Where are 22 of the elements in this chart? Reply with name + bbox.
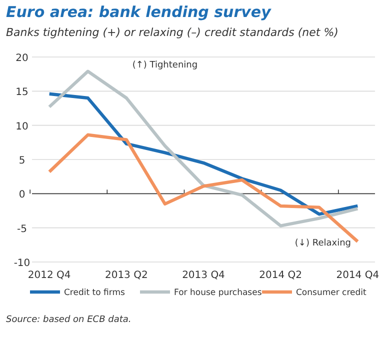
- y-tick-label: -5: [17, 224, 27, 235]
- annotation: (↓) Relaxing: [294, 238, 352, 249]
- x-tick-label: 2012 Q4: [28, 270, 71, 281]
- legend-label: Consumer credit: [296, 288, 368, 298]
- x-tick-label: 2014 Q2: [259, 270, 302, 281]
- chart-title: Euro area: bank lending survey: [6, 3, 272, 21]
- x-tick-label: 2013 Q2: [104, 270, 148, 281]
- y-tick-label: -10: [14, 258, 30, 269]
- source-note: Source: based on ECB data.: [6, 315, 132, 325]
- legend-label: For house purchases: [174, 288, 262, 298]
- y-tick-label: 10: [16, 121, 28, 132]
- x-tick-label: 2014 Q4: [336, 270, 380, 281]
- y-tick-label: 15: [16, 87, 28, 98]
- line-series: [48, 70, 360, 228]
- legend-label: Credit to firms: [64, 288, 126, 298]
- x-tick-label: 2013 Q4: [182, 270, 225, 281]
- y-tick-label: 5: [18, 156, 26, 166]
- annotation: (↑) Tightening: [132, 60, 198, 70]
- y-tick-label: 20: [16, 53, 28, 64]
- y-tick-label: 0: [18, 190, 26, 201]
- chart-subtitle: Banks tightening (+) or relaxing (–) credit standards (net %): [6, 26, 338, 39]
- line-series: [48, 92, 360, 216]
